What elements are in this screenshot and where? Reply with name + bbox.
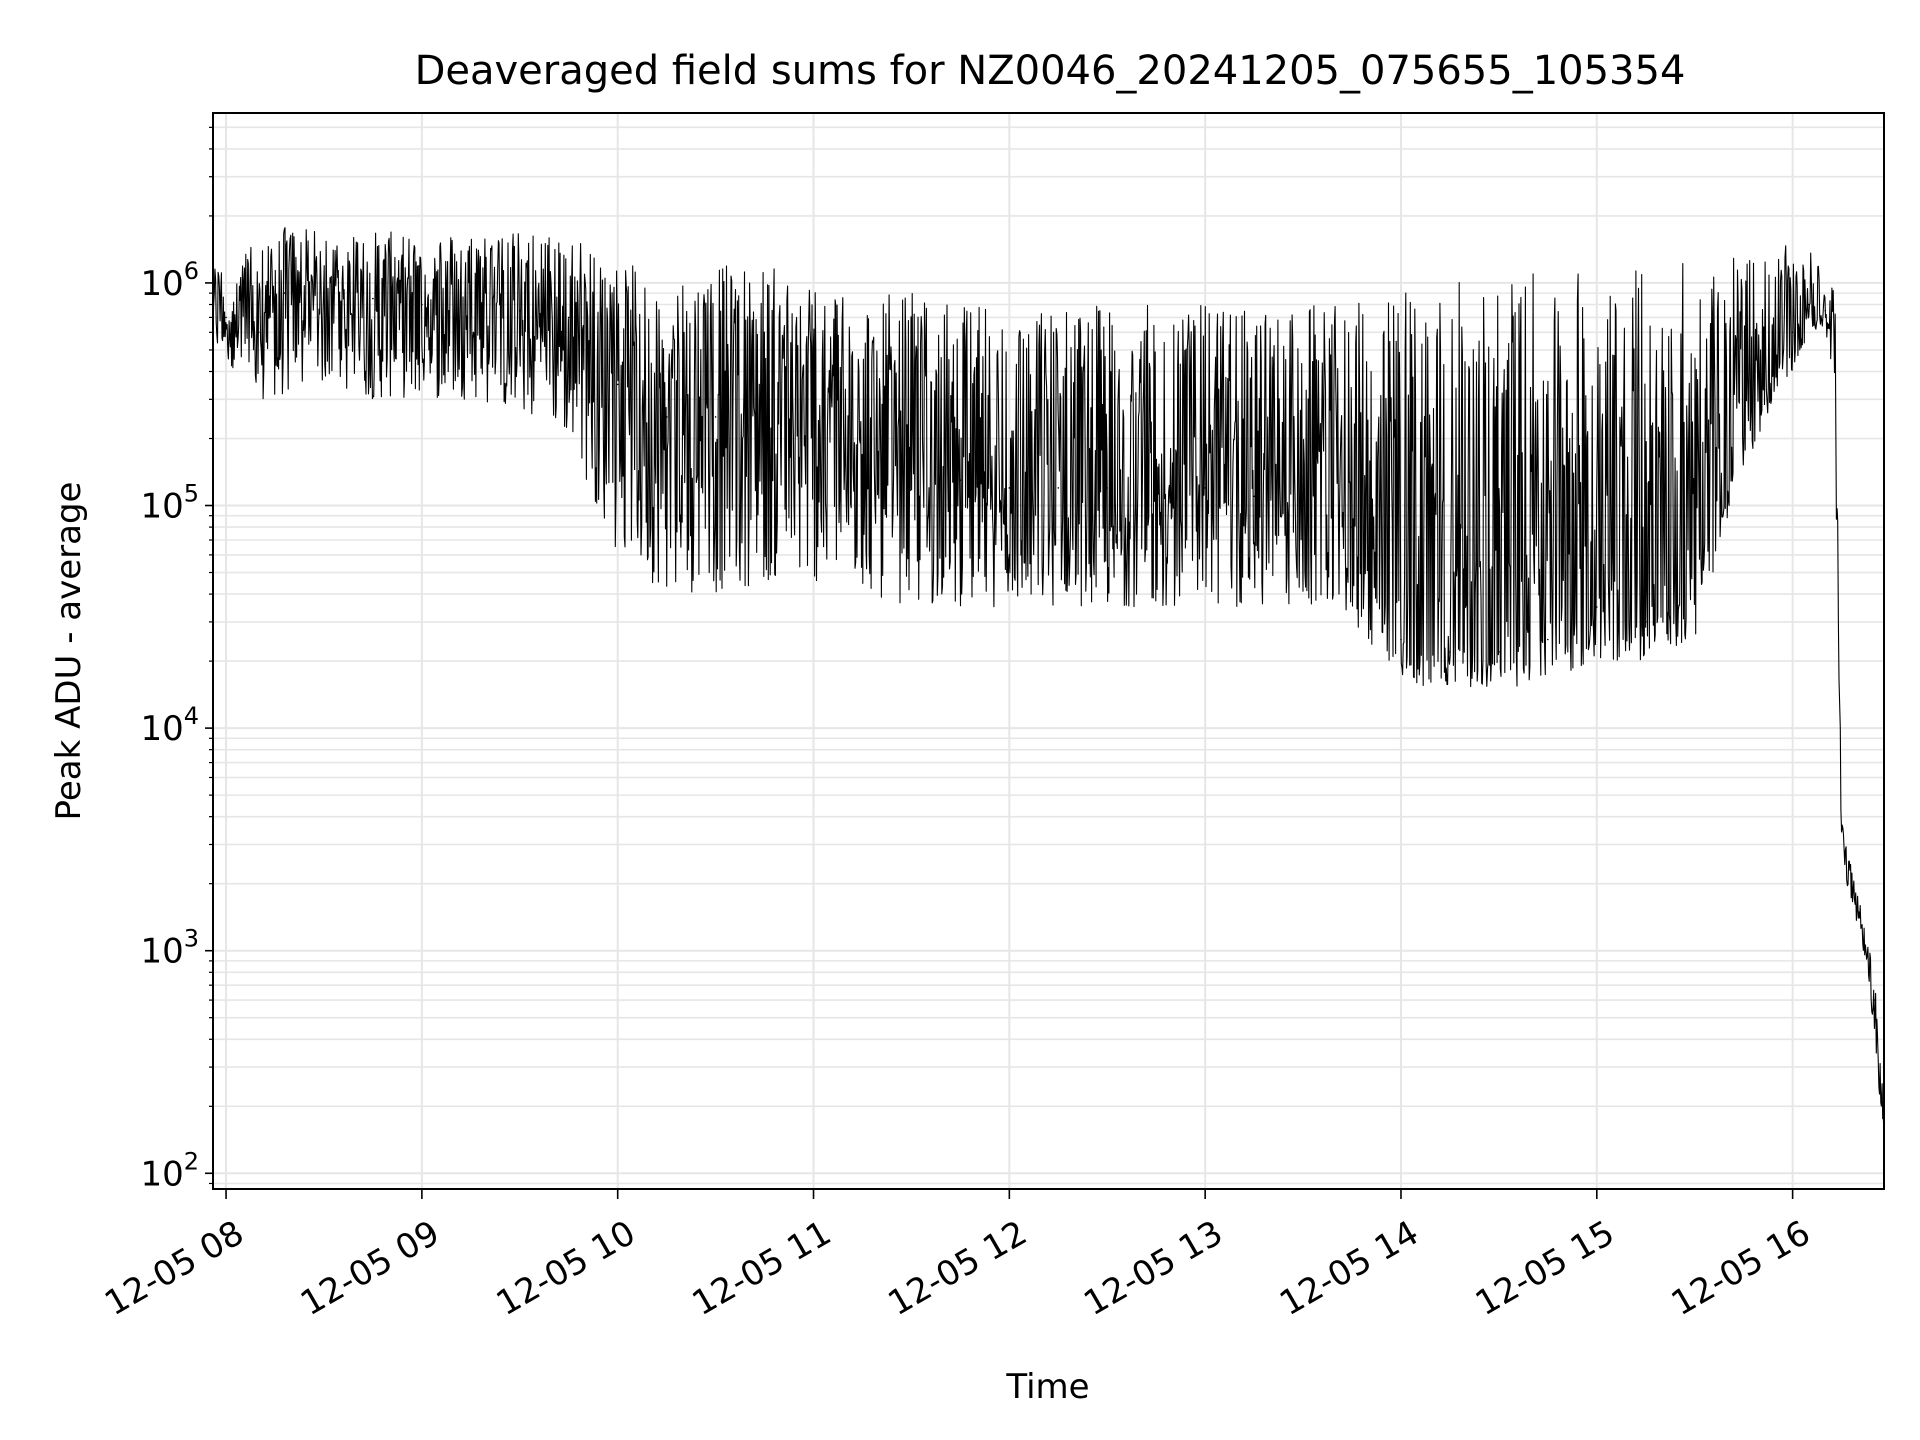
data-point	[1596, 606, 1598, 608]
series-group	[212, 227, 1885, 1141]
chart-title: Deaveraged field sums for NZ0046_2024120…	[415, 48, 1686, 94]
data-point	[1834, 370, 1836, 373]
data-point	[1547, 638, 1549, 641]
data-point	[1400, 638, 1402, 641]
data-point	[665, 416, 668, 418]
x-axis: 12-05 08 12-05 09 12-05 10 12-05 11 12-05 12…	[98, 1189, 1817, 1324]
data-point	[421, 303, 423, 306]
plot-frame	[212, 112, 1885, 1190]
y-tick-label: 104	[140, 702, 199, 749]
y-tick-exponent: 5	[184, 480, 199, 508]
y-tick-exponent: 3	[184, 925, 199, 953]
y-tick-exponent: 6	[184, 257, 199, 285]
data-point	[1873, 999, 1875, 1001]
data-point	[1645, 621, 1647, 623]
data-point	[1840, 828, 1843, 831]
x-tick-label: 12-05 09	[294, 1213, 446, 1324]
data-point	[861, 465, 864, 468]
data-point	[567, 316, 570, 319]
data-point	[763, 398, 766, 401]
data-point	[1742, 437, 1745, 440]
x-tick-label: 12-05 12	[881, 1213, 1033, 1324]
data-point	[225, 316, 227, 319]
data-point	[323, 292, 325, 294]
x-tick-label: 12-05 08	[98, 1213, 250, 1324]
data-point	[910, 465, 913, 468]
x-tick-label: 12-05 11	[686, 1213, 838, 1324]
data-point	[1106, 487, 1108, 489]
x-tick-label: 12-05 13	[1077, 1213, 1229, 1324]
data-point	[1791, 331, 1794, 334]
y-axis-label: Peak ADU - average	[49, 482, 89, 821]
x-tick-label: 12-05 16	[1665, 1213, 1817, 1324]
y-tick-label: 106	[140, 257, 199, 304]
data-point	[1449, 651, 1451, 653]
y-tick-base: 10	[140, 487, 183, 527]
data-point	[959, 479, 962, 482]
x-axis-label: Time	[1005, 1367, 1089, 1407]
x-tick-label: 12-05 15	[1469, 1213, 1621, 1324]
data-point	[1693, 593, 1696, 595]
data-point	[1302, 504, 1304, 507]
data-point	[1808, 303, 1810, 306]
data-point	[1857, 910, 1859, 913]
y-tick-label: 105	[140, 480, 199, 527]
y-tick-base: 10	[140, 1154, 183, 1194]
data-point	[812, 416, 815, 418]
grid	[213, 113, 1884, 1189]
data-point	[1351, 526, 1353, 528]
y-tick-label: 103	[140, 925, 199, 972]
data-point	[372, 297, 374, 300]
data-point	[616, 383, 619, 386]
series-line	[212, 227, 1885, 1141]
x-tick-label: 12-05 10	[490, 1213, 642, 1324]
data-point	[470, 303, 472, 306]
y-tick-base: 10	[140, 932, 183, 972]
data-point	[519, 309, 521, 312]
data-point	[1253, 495, 1255, 498]
data-point	[284, 292, 286, 294]
data-point	[1008, 487, 1011, 489]
data-point	[1057, 487, 1060, 489]
data-point	[714, 416, 717, 418]
data-point	[1204, 487, 1206, 489]
y-tick-base: 10	[140, 264, 183, 304]
x-tick-label: 12-05 14	[1273, 1213, 1425, 1324]
data-point	[1498, 651, 1500, 653]
data-point	[257, 331, 260, 334]
y-tick-base: 10	[140, 709, 183, 749]
y-tick-label: 102	[140, 1147, 199, 1194]
y-tick-exponent: 2	[184, 1147, 199, 1175]
data-point	[1824, 309, 1827, 312]
data-point	[1155, 487, 1157, 489]
y-tick-exponent: 4	[184, 702, 199, 730]
